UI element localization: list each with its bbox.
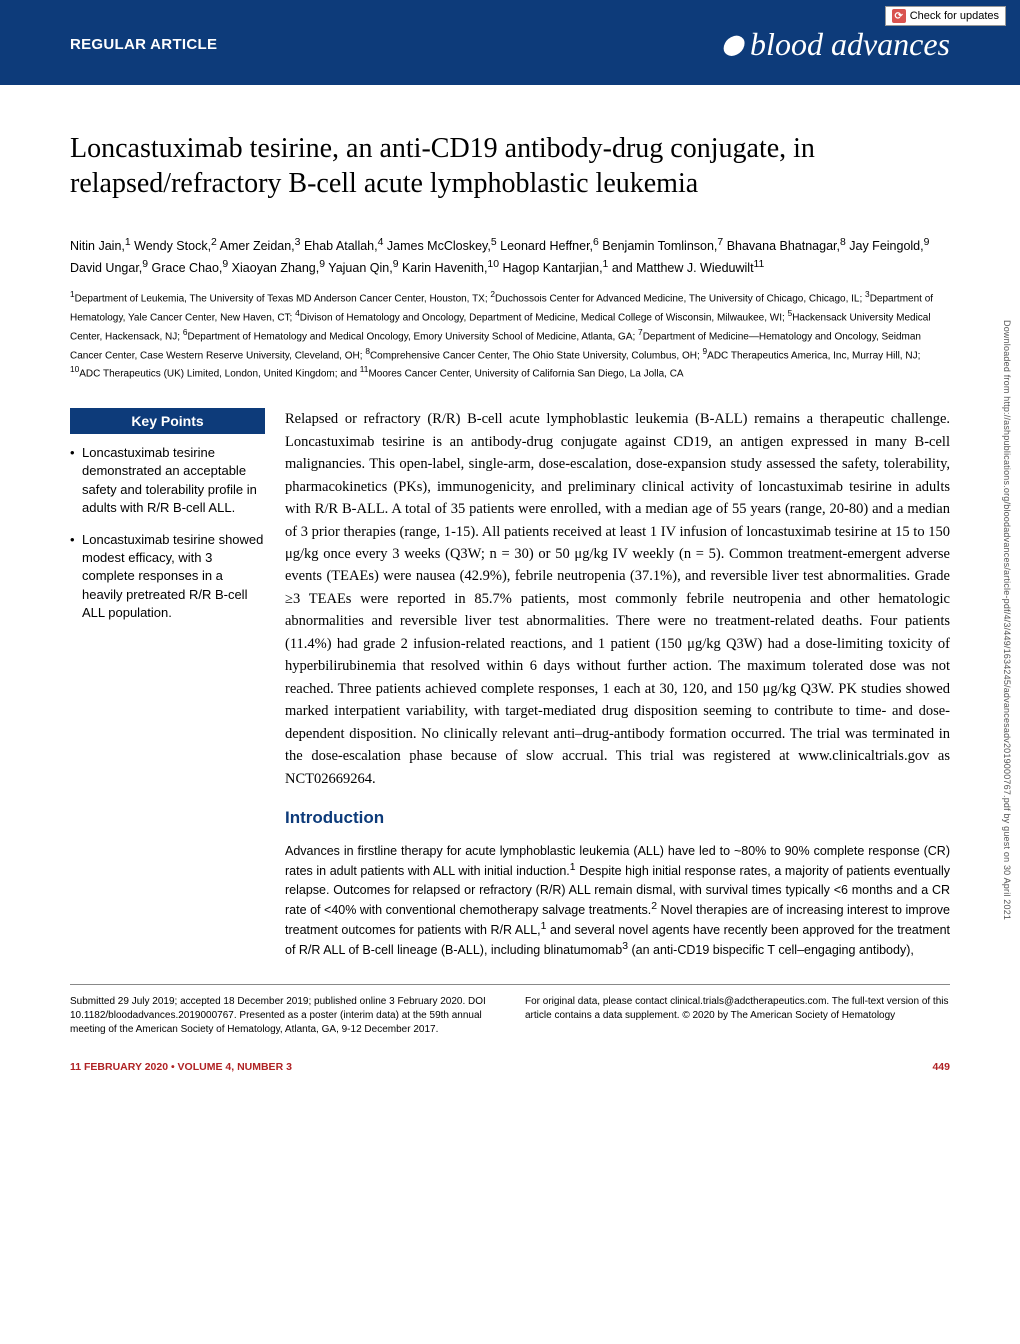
download-citation: Downloaded from http://ashpublications.o… — [1002, 320, 1012, 920]
keypoints-heading: Key Points — [70, 408, 265, 434]
keypoints-column: Key Points Loncastuximab tesirine demons… — [70, 408, 265, 959]
journal-dot-icon: ⬤ — [722, 32, 744, 57]
check-updates-button[interactable]: ⟳ Check for updates — [885, 6, 1006, 26]
journal-title: ⬤ blood advances — [722, 26, 950, 63]
page-footer-number: 449 — [932, 1061, 950, 1073]
journal-name: blood advances — [750, 26, 950, 63]
keypoints-list: Loncastuximab tesirine demonstrated an a… — [70, 444, 265, 622]
check-updates-label: Check for updates — [910, 10, 999, 22]
author-list: Nitin Jain,1 Wendy Stock,2 Amer Zeidan,3… — [70, 235, 950, 278]
keypoint-item: Loncastuximab tesirine showed modest eff… — [70, 531, 265, 622]
abstract-column: Relapsed or refractory (R/R) B-cell acut… — [285, 408, 950, 959]
article-type-label: REGULAR ARTICLE — [70, 36, 217, 53]
keypoint-item: Loncastuximab tesirine demonstrated an a… — [70, 444, 265, 517]
abstract-text: Relapsed or refractory (R/R) B-cell acut… — [285, 408, 950, 790]
abstract-section: Key Points Loncastuximab tesirine demons… — [70, 408, 950, 959]
page-footer-issue: 11 FEBRUARY 2020 • VOLUME 4, NUMBER 3 — [70, 1061, 292, 1073]
introduction-body: Advances in firstline therapy for acute … — [285, 842, 950, 959]
footer-notes-left: Submitted 29 July 2019; accepted 18 Dece… — [70, 995, 495, 1037]
footer-notes-right: For original data, please contact clinic… — [525, 995, 950, 1037]
footer-notes: Submitted 29 July 2019; accepted 18 Dece… — [0, 995, 1020, 1037]
main-content: Loncastuximab tesirine, an anti-CD19 ant… — [0, 85, 1020, 960]
affiliations: 1Department of Leukemia, The University … — [70, 288, 950, 382]
header-bar: REGULAR ARTICLE ⬤ blood advances — [0, 0, 1020, 85]
introduction-heading: Introduction — [285, 808, 950, 828]
check-updates-icon: ⟳ — [892, 9, 906, 23]
page-footer: 11 FEBRUARY 2020 • VOLUME 4, NUMBER 3 44… — [0, 1037, 1020, 1099]
footer-rule — [70, 984, 950, 985]
paper-title: Loncastuximab tesirine, an anti-CD19 ant… — [70, 131, 950, 201]
